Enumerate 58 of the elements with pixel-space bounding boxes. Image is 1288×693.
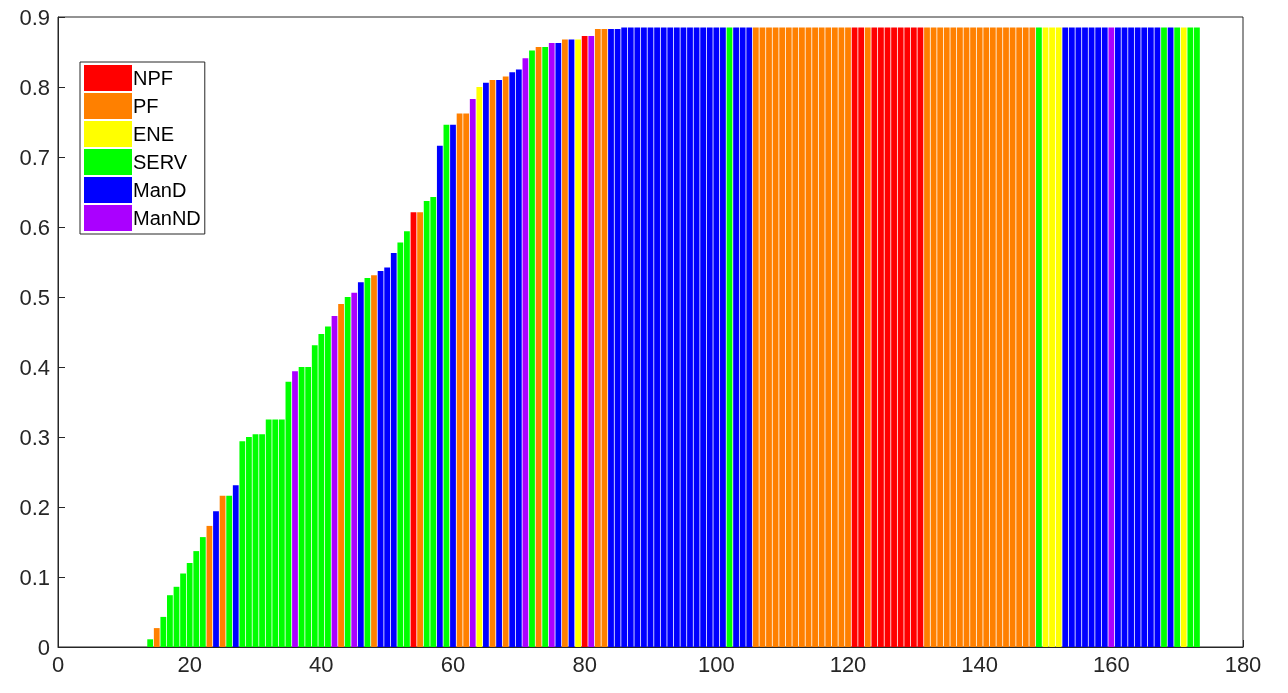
legend-label: ManD <box>133 179 187 201</box>
bar <box>232 485 239 647</box>
bar <box>588 35 595 647</box>
bar <box>476 87 483 647</box>
y-tick-label: 0.4 <box>19 354 50 380</box>
bar <box>417 212 423 647</box>
bar <box>436 145 443 647</box>
y-tick-label: 0.3 <box>19 424 50 450</box>
x-tick-label: 20 <box>177 651 202 677</box>
bar <box>1174 27 1181 647</box>
y-tick-label: 0.6 <box>19 214 50 240</box>
legend-label: ENE <box>133 123 175 145</box>
x-tick-label: 60 <box>440 651 466 677</box>
bar <box>226 495 233 647</box>
y-tick-label: 0.7 <box>19 144 50 170</box>
y-tick-label: 0 <box>37 634 50 660</box>
bar <box>555 42 562 647</box>
bar <box>548 42 555 647</box>
bar <box>450 124 456 647</box>
bar <box>153 628 160 647</box>
bar <box>1161 27 1167 647</box>
legend-label: SERV <box>133 151 188 173</box>
bar <box>483 82 489 647</box>
bar <box>1180 27 1187 647</box>
bar <box>502 76 509 647</box>
bar <box>344 297 351 647</box>
bar <box>147 639 154 647</box>
bar <box>496 80 502 647</box>
x-tick-label: 160 <box>1092 651 1130 677</box>
y-tick-label: 0.1 <box>19 564 50 590</box>
bar <box>562 39 568 647</box>
bar <box>575 39 581 647</box>
bar <box>213 511 219 647</box>
bar <box>292 371 298 647</box>
x-tick-label: 140 <box>961 651 999 677</box>
bar <box>581 35 588 647</box>
bar <box>542 47 549 647</box>
x-tick-label: 120 <box>829 651 867 677</box>
bar <box>1036 27 1042 647</box>
bar <box>351 292 358 647</box>
bar <box>1108 27 1115 647</box>
y-tick-label: 0.8 <box>19 74 50 100</box>
bar <box>371 275 377 647</box>
y-tick-label: 0.5 <box>19 284 50 310</box>
bar <box>529 50 535 647</box>
x-tick-label: 180 <box>1224 651 1262 677</box>
y-tick-label: 0.2 <box>19 494 50 520</box>
legend-label: ManND <box>133 207 201 229</box>
bar <box>864 27 871 647</box>
y-tick-label: 0.9 <box>19 4 50 30</box>
x-tick-label: 100 <box>697 651 735 677</box>
bar <box>357 282 364 647</box>
x-tick-label: 40 <box>309 651 334 677</box>
bar <box>469 98 476 647</box>
bar <box>338 304 344 647</box>
x-tick-label: 80 <box>572 651 597 677</box>
legend-label: PF <box>133 95 159 117</box>
legend-label: NPF <box>133 67 173 89</box>
